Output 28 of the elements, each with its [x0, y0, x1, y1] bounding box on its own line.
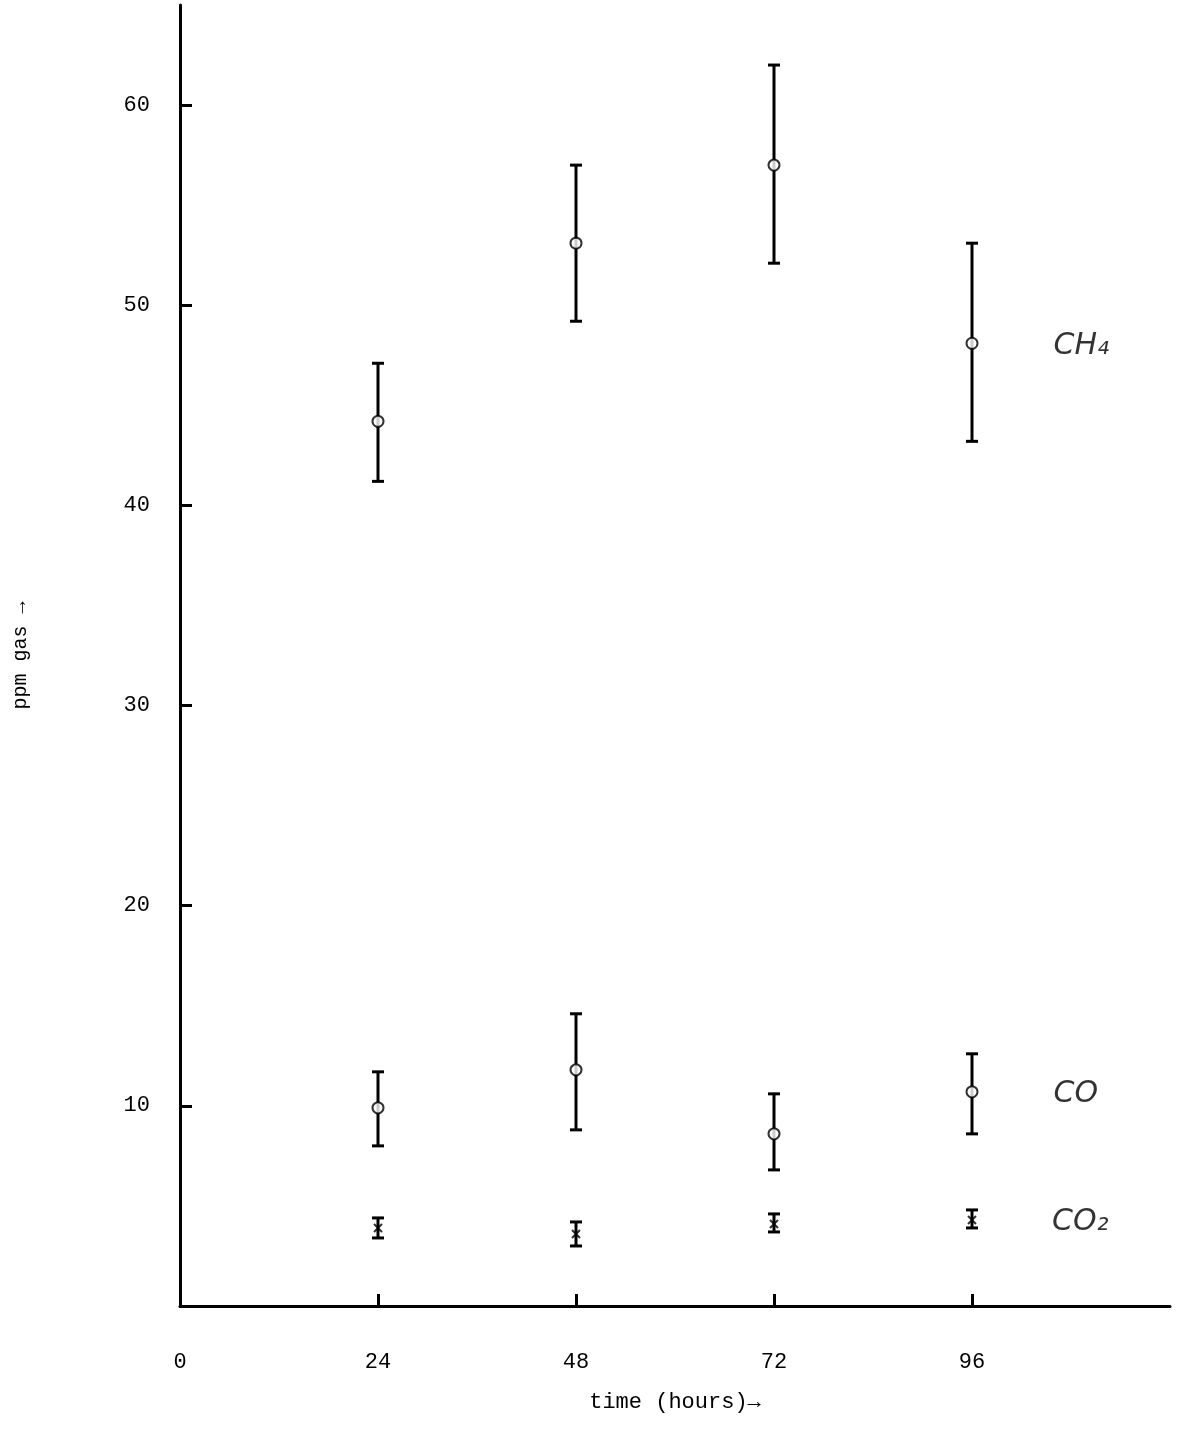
point	[571, 1228, 581, 1239]
x-axis-title: time (hours)→	[589, 1389, 762, 1415]
x-tick-label: 0	[173, 1349, 187, 1375]
y-axis-title: ppm gas →	[8, 601, 32, 710]
point	[965, 1085, 979, 1099]
y-tick-label: 50	[123, 292, 150, 318]
x-tick-label: 48	[562, 1349, 590, 1375]
point	[965, 336, 979, 350]
point	[769, 1218, 779, 1229]
x-tick-label: 96	[958, 1349, 986, 1375]
point	[767, 1127, 781, 1141]
y-tick-label: 40	[123, 492, 150, 518]
y-tick-label: 10	[123, 1093, 150, 1119]
point	[967, 1214, 977, 1225]
point	[569, 1063, 583, 1077]
text: CH₄	[1053, 325, 1110, 361]
y-tick-label: 60	[123, 92, 150, 118]
point	[569, 236, 583, 250]
x-tick-label: 72	[760, 1349, 788, 1375]
y-tick-label: 30	[123, 693, 150, 719]
point	[371, 414, 385, 428]
point	[767, 158, 781, 172]
text: CO	[1053, 1074, 1099, 1110]
y-tick-label: 20	[123, 893, 150, 919]
text: CO₂	[1052, 1202, 1109, 1238]
point	[371, 1101, 385, 1115]
x-tick-label: 24	[364, 1349, 392, 1375]
point	[373, 1222, 383, 1233]
